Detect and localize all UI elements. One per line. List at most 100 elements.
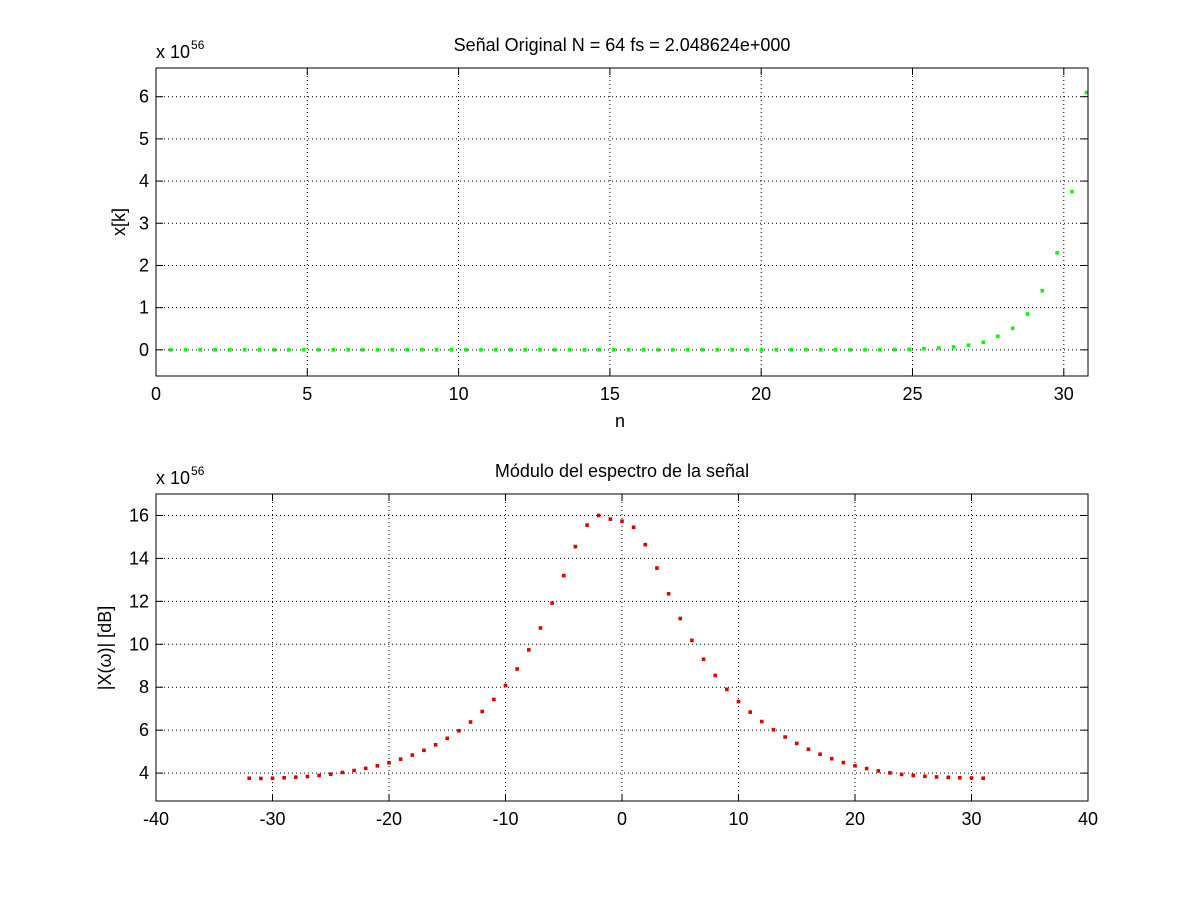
plot-signal-data-point bbox=[169, 348, 173, 352]
plot-spectrum-xtick-label: -30 bbox=[259, 809, 285, 829]
plot-spectrum-data-point bbox=[305, 774, 310, 779]
plot-spectrum-ylabel: |X(ω)| [dB] bbox=[95, 606, 115, 690]
plot-spectrum-data-point bbox=[899, 772, 904, 777]
plot-spectrum-title: Módulo del espectro de la señal bbox=[495, 461, 749, 481]
plot-spectrum-multiplier-exponent: 56 bbox=[191, 464, 205, 478]
plot-signal-data-point bbox=[582, 348, 587, 352]
plot-spectrum-data-point bbox=[911, 773, 916, 778]
plot-spectrum-data-point bbox=[585, 523, 589, 527]
plot-spectrum-data-point bbox=[829, 756, 834, 761]
plot-spectrum-data-point bbox=[690, 638, 694, 643]
plot-signal-data-point bbox=[1025, 312, 1030, 316]
plot-spectrum-data-point bbox=[398, 757, 403, 761]
plot-spectrum-data-point bbox=[468, 720, 473, 724]
plot-spectrum-data-point bbox=[294, 775, 298, 779]
plot-signal-data-point bbox=[1010, 326, 1015, 331]
plot-spectrum-data-point bbox=[841, 760, 846, 765]
plot-spectrum-data-point bbox=[701, 657, 706, 662]
plot-spectrum-data-point bbox=[340, 770, 345, 775]
plot-spectrum-data-point bbox=[527, 648, 531, 652]
plot-signal-data-point bbox=[597, 348, 601, 352]
plot-signal-data-point bbox=[1084, 90, 1089, 95]
plot-spectrum-data-point bbox=[678, 616, 683, 621]
plot-signal-xtick-label: 0 bbox=[151, 384, 161, 404]
plot-signal-data-point bbox=[848, 348, 852, 352]
plot-signal-ylabel: x[k] bbox=[109, 208, 129, 236]
plot-signal-ytick-label: 6 bbox=[139, 87, 149, 107]
plot-spectrum-data-point bbox=[655, 566, 659, 570]
plot-spectrum-data-point bbox=[422, 748, 426, 753]
plot-spectrum-data-point bbox=[946, 775, 950, 780]
plot-spectrum-ytick-label: 6 bbox=[139, 720, 149, 740]
plot-spectrum-data-point bbox=[760, 719, 764, 724]
plot-spectrum-data-point bbox=[783, 735, 787, 739]
plot-spectrum-data-point bbox=[608, 517, 613, 521]
plot-signal-data-point bbox=[715, 348, 720, 352]
plot-spectrum-data-point bbox=[818, 752, 822, 756]
plot-signal-xtick-label: 10 bbox=[449, 384, 469, 404]
plot-signal-data-point bbox=[759, 348, 764, 352]
plot-signal-data-point bbox=[242, 348, 247, 352]
plot-signal-data-point bbox=[301, 348, 306, 352]
plot-signal-data-point bbox=[331, 348, 336, 352]
plot-signal-points bbox=[169, 90, 1089, 352]
plot-signal-data-point bbox=[538, 348, 542, 352]
plot-spectrum-data-point bbox=[923, 774, 927, 779]
plot-spectrum-data-point bbox=[352, 768, 356, 773]
plot-signal-data-point bbox=[671, 348, 675, 352]
plot-signal-data-point bbox=[494, 348, 498, 352]
plot-spectrum-ytick-label: 10 bbox=[129, 634, 149, 654]
plot-spectrum-data-point bbox=[561, 573, 566, 578]
plot-spectrum-xtick-label: 20 bbox=[845, 809, 865, 829]
plot-signal-xtick-label: 30 bbox=[1054, 384, 1074, 404]
plot-signal-title: Señal Original N = 64 fs = 2.048624e+000 bbox=[454, 35, 791, 55]
plot-spectrum-data-point bbox=[457, 728, 461, 733]
plot-signal-data-point bbox=[789, 348, 793, 352]
plot-signal-ytick-label: 4 bbox=[139, 171, 149, 191]
plot-signal-data-point bbox=[641, 348, 646, 352]
plot-spectrum-ytick-label: 14 bbox=[129, 548, 149, 568]
plot-spectrum-data-point bbox=[736, 699, 741, 704]
plot-signal-data-point bbox=[833, 348, 838, 352]
plot-spectrum-xtick-label: -40 bbox=[143, 809, 169, 829]
plot-spectrum-data-point bbox=[538, 626, 543, 630]
plot-spectrum-data-point bbox=[643, 542, 648, 547]
plot-signal-data-point bbox=[508, 348, 513, 352]
plot-signal-data-point bbox=[523, 348, 527, 352]
plot-signal-data-point bbox=[360, 348, 365, 352]
plot-spectrum-data-point bbox=[317, 773, 321, 778]
plot-spectrum-ytick-label: 12 bbox=[129, 591, 149, 611]
plot-spectrum-data-point bbox=[387, 760, 391, 765]
plot-signal-data-point bbox=[774, 348, 779, 352]
plot-signal-xtick-label: 5 bbox=[302, 384, 312, 404]
plot-spectrum-data-point bbox=[375, 763, 380, 768]
plot-signal-data-point bbox=[346, 348, 350, 352]
plot-spectrum-points bbox=[247, 513, 985, 781]
plot-spectrum-data-point bbox=[410, 753, 415, 757]
plot-spectrum-data-point bbox=[888, 771, 892, 775]
plot-signal-ytick-label: 0 bbox=[139, 340, 149, 360]
plot-spectrum-xtick-label: -20 bbox=[376, 809, 402, 829]
plot-signal-ticks: 0 5 10 15 20 25 30 0 1 2 3 4 5 6 bbox=[139, 68, 1088, 404]
plot-signal-data-point bbox=[405, 348, 409, 352]
plot-signal-data-point bbox=[804, 348, 808, 352]
plot-signal-data-point bbox=[434, 348, 439, 352]
plot-signal-data-point bbox=[479, 348, 483, 352]
plot-spectrum-data-point bbox=[864, 766, 869, 771]
plot-signal-data-point bbox=[907, 347, 911, 352]
plot-signal-data-point bbox=[612, 348, 616, 352]
plot-spectrum-xtick-label: 30 bbox=[961, 809, 981, 829]
plot-signal-data-point bbox=[257, 348, 262, 352]
plot-spectrum-data-point bbox=[433, 742, 438, 747]
plot-spectrum-frame bbox=[155, 493, 1089, 802]
plot-signal-data-point bbox=[863, 347, 867, 352]
plot-spectrum-ytick-label: 16 bbox=[129, 505, 149, 525]
plot-signal-data-point bbox=[316, 348, 321, 352]
plot-spectrum-ytick-label: 4 bbox=[139, 763, 149, 783]
plot-spectrum-data-point bbox=[981, 776, 985, 781]
plot-spectrum-data-point bbox=[550, 601, 554, 605]
plot-signal-data-point bbox=[1040, 288, 1045, 293]
plot-spectrum-multiplier: x 1056 bbox=[156, 464, 205, 488]
plot-spectrum-data-point bbox=[515, 667, 519, 671]
plot-spectrum-data-point bbox=[771, 727, 776, 732]
